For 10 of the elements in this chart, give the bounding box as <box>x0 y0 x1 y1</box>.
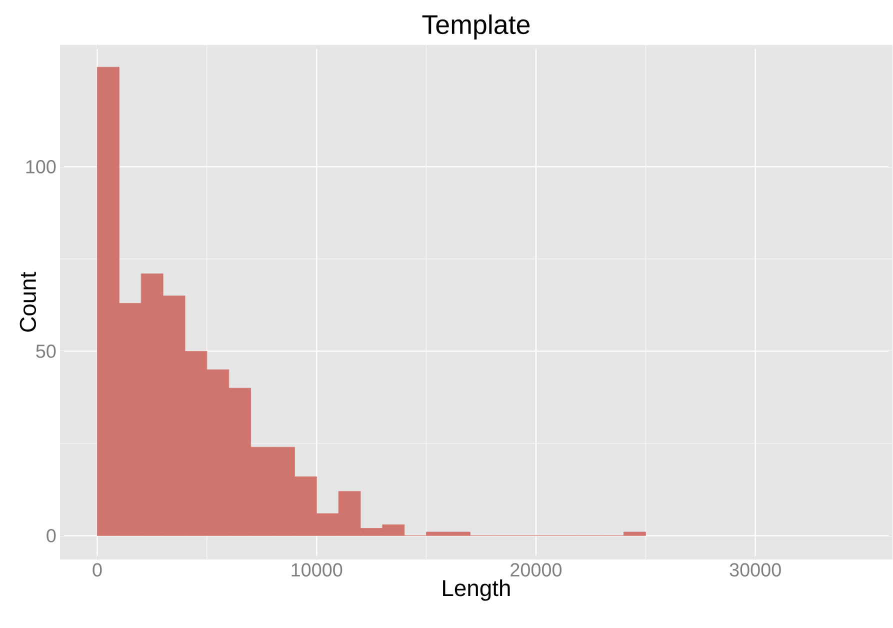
x-tick-label: 10000 <box>292 563 342 577</box>
x-tick-label: 20000 <box>510 563 562 577</box>
x-tick-label: 0 <box>92 563 102 577</box>
chart-title: Template <box>422 14 530 40</box>
y-tick-label: 0 <box>46 529 56 543</box>
x-tick-label: 30000 <box>730 563 781 577</box>
y-tick-label: 100 <box>26 160 56 174</box>
x-axis-title: Length <box>443 580 510 601</box>
y-tick-label: 50 <box>36 344 56 358</box>
y-axis-title: Count <box>20 272 36 332</box>
